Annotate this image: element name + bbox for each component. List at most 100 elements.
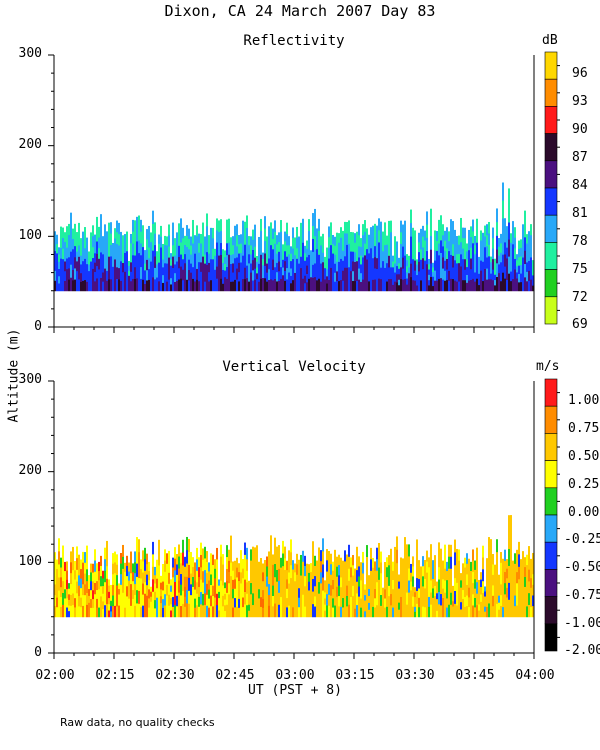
reflectivity-cell: [410, 263, 412, 278]
reflectivity-cell: [442, 235, 444, 247]
velocity-cell: [310, 563, 312, 573]
velocity-cell: [278, 580, 280, 594]
reflectivity-cell: [376, 225, 378, 237]
velocity-cell: [60, 577, 62, 588]
reflectivity-cell: [168, 268, 170, 281]
reflectivity-cell: [386, 235, 388, 246]
velocity-cell: [120, 552, 122, 565]
reflectivity-cell: [138, 253, 140, 267]
velocity-cell: [310, 607, 312, 618]
reflectivity-cell: [160, 236, 162, 249]
velocity-cell: [340, 567, 342, 578]
velocity-cell: [262, 598, 264, 609]
reflectivity-cell: [130, 252, 132, 263]
velocity-cell: [486, 567, 488, 579]
velocity-cell: [186, 576, 188, 591]
reflectivity-cell: [400, 220, 402, 233]
reflectivity-cell: [288, 236, 290, 246]
reflectivity-cell: [328, 258, 330, 270]
velocity-cell: [308, 581, 310, 591]
velocity-cell: [152, 579, 154, 593]
reflectivity-cell: [374, 257, 376, 269]
reflectivity-cell: [296, 226, 298, 239]
velocity-cell: [296, 606, 298, 618]
reflectivity-cell: [120, 280, 122, 292]
reflectivity-cell: [440, 253, 442, 267]
reflectivity-cell: [136, 253, 138, 267]
velocity-cell: [300, 554, 302, 566]
velocity-cell: [196, 593, 198, 606]
reflectivity-cell: [468, 280, 470, 292]
reflectivity-cell: [300, 222, 302, 235]
velocity-cell: [438, 591, 440, 605]
reflectivity-cell: [340, 258, 342, 271]
reflectivity-cell: [366, 249, 368, 261]
velocity-cell: [70, 573, 72, 585]
velocity-cell: [424, 560, 426, 570]
velocity-cell: [258, 589, 260, 599]
reflectivity-cell: [162, 243, 164, 253]
reflectivity-cell: [472, 267, 474, 280]
velocity-cell: [94, 583, 96, 595]
reflectivity-cell: [110, 245, 112, 257]
reflectivity-cell: [426, 264, 428, 279]
reflectivity-cell: [340, 269, 342, 281]
reflectivity-cell: [68, 268, 70, 281]
reflectivity-cell: [450, 231, 452, 244]
reflectivity-cell: [332, 235, 334, 245]
reflectivity-cell: [494, 264, 496, 270]
reflectivity-cell: [298, 281, 300, 292]
reflectivity-cell: [58, 283, 60, 292]
reflectivity-cell: [66, 247, 68, 259]
reflectivity-cell: [374, 223, 376, 236]
velocity-cell: [98, 561, 100, 572]
reflectivity-cell: [264, 228, 266, 242]
reflectivity-cell: [408, 255, 410, 263]
velocity-cell: [286, 607, 288, 618]
reflectivity-cell: [446, 227, 448, 239]
velocity-cell: [320, 572, 322, 584]
reflectivity-cell: [164, 245, 166, 255]
velocity-cell: [462, 572, 464, 582]
reflectivity-cell: [512, 232, 514, 245]
reflectivity-cell: [346, 244, 348, 257]
reflectivity-cell: [430, 277, 432, 292]
reflectivity-cell: [240, 281, 242, 292]
velocity-cell: [64, 561, 66, 572]
velocity-cell: [506, 559, 508, 570]
reflectivity-cell: [222, 249, 224, 257]
reflectivity-cell: [242, 279, 244, 292]
reflectivity-cell: [504, 230, 506, 243]
velocity-cell: [314, 555, 316, 567]
reflectivity-cell: [390, 267, 392, 280]
velocity-cell: [342, 579, 344, 590]
velocity-cell: [290, 603, 292, 618]
velocity-cell: [382, 611, 384, 618]
velocity-cell: [176, 585, 178, 597]
velocity-cell: [358, 576, 360, 588]
velocity-cell: [222, 574, 224, 586]
reflectivity-cell: [406, 254, 408, 261]
reflectivity-cell: [318, 266, 320, 280]
reflectivity-cell: [468, 240, 470, 251]
velocity-cell: [66, 607, 68, 618]
reflectivity-cell: [288, 272, 290, 283]
velocity-cell: [262, 581, 264, 591]
velocity-cell: [136, 550, 138, 565]
velocity-cell: [230, 603, 232, 618]
reflectivity-cell: [530, 235, 532, 247]
velocity-cell: [420, 574, 422, 584]
reflectivity-cell: [284, 271, 286, 282]
reflectivity-cell: [134, 243, 136, 257]
velocity-cell: [182, 565, 184, 579]
reflectivity-cell: [338, 281, 340, 292]
velocity-cell: [492, 564, 494, 576]
velocity-cell: [318, 582, 320, 595]
velocity-cell: [222, 606, 224, 618]
reflectivity-cell: [532, 280, 534, 287]
reflectivity-cell: [212, 238, 214, 250]
reflectivity-cell: [182, 238, 184, 250]
velocity-cell: [460, 573, 462, 581]
reflectivity-cell: [512, 267, 514, 280]
velocity-cell: [160, 582, 162, 590]
